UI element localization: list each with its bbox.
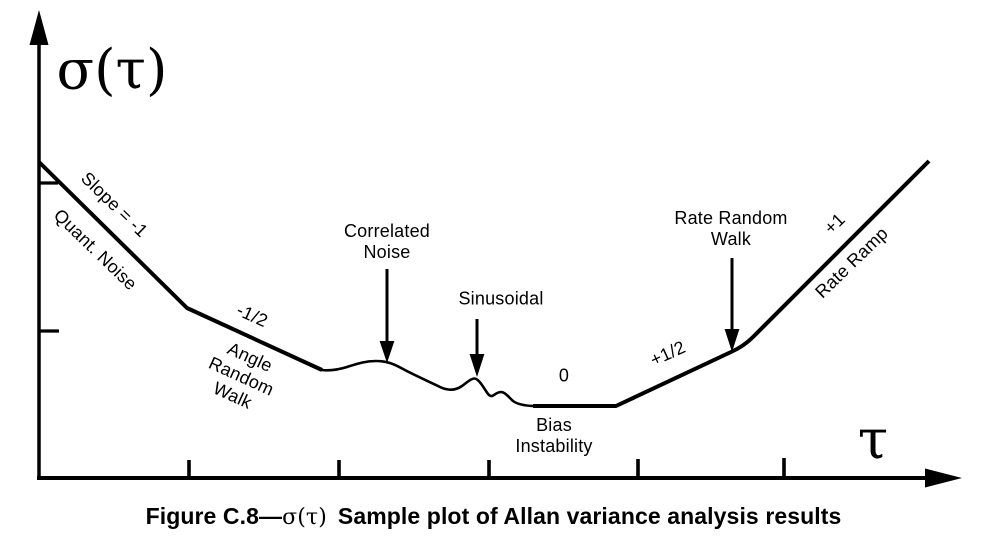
correlated-noise-arrowhead-icon [379,341,395,363]
bias-instability-label: Bias Instability [515,414,593,456]
x-axis-ticks [187,458,786,477]
y-axis-arrowhead-icon [29,10,49,45]
caption-suffix: Sample plot of Allan variance analysis r… [337,503,842,529]
caption-math: σ(τ) [282,505,327,530]
y-axis-ticks [39,181,59,333]
y-axis-label: σ(τ) [56,37,168,102]
sinusoidal-label: Sinusoidal [458,288,544,309]
x-axis-arrowhead-icon [925,468,962,488]
caption-prefix: Figure C.8— [145,503,283,529]
curve-wavy-segment [320,359,536,408]
slope-zero-label: 0 [558,365,570,386]
sinusoidal-arrowhead-icon [469,354,485,377]
x-axis-label: τ [857,407,889,472]
curve-descending-segments [37,160,323,372]
curve-ascending-segments [533,159,931,408]
rate-random-walk-label: Rate Random Walk [674,207,788,249]
correlated-noise-label: Correlated Noise [343,220,431,262]
rate-random-walk-arrowhead-icon [724,329,740,352]
figure-caption: Figure C.8—σ(τ) Sample plot of Allan vari… [0,503,987,530]
